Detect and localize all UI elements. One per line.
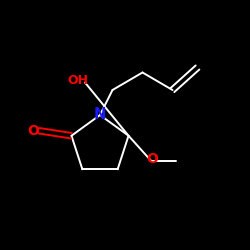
Text: OH: OH: [67, 74, 88, 86]
Text: N: N: [94, 107, 106, 122]
Text: O: O: [27, 124, 39, 138]
Text: O: O: [146, 152, 158, 166]
